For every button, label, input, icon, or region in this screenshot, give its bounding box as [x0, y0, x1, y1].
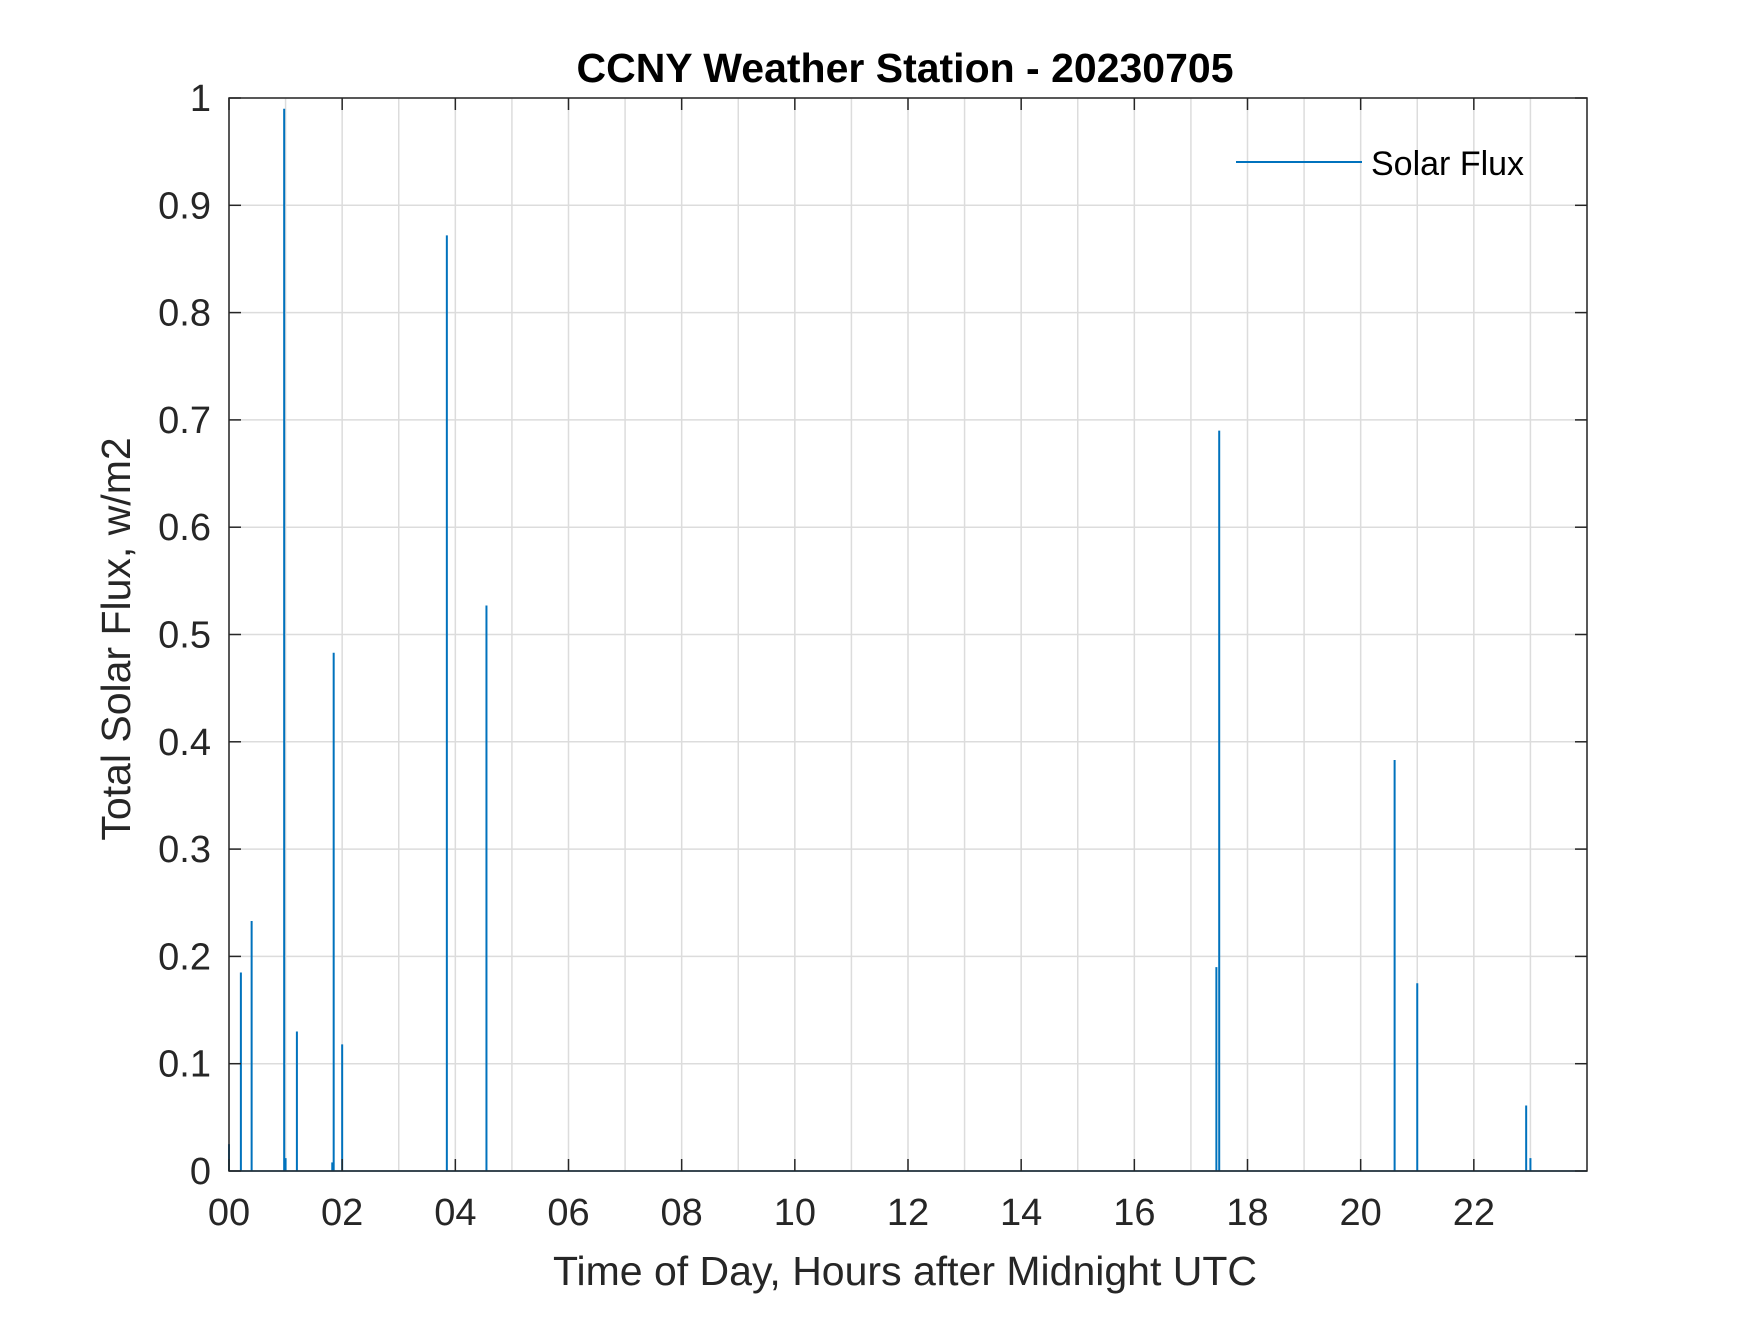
y-axis-label: Total Solar Flux, w/m2 — [93, 437, 139, 840]
x-tick-label: 08 — [661, 1192, 703, 1234]
x-tick-label: 00 — [208, 1192, 250, 1234]
y-tick-label: 0.4 — [158, 722, 211, 764]
y-tick-label: 0.1 — [158, 1044, 211, 1086]
y-tick-label: 0.8 — [158, 293, 211, 335]
x-tick-label: 04 — [434, 1192, 476, 1234]
x-tick-label: 14 — [1000, 1192, 1042, 1234]
x-tick-label: 18 — [1226, 1192, 1268, 1234]
grid-lines — [228, 97, 1588, 1172]
y-tick-label: 0.3 — [158, 829, 211, 871]
axis-ticks — [228, 97, 1587, 1172]
legend: Solar Flux — [1236, 145, 1524, 183]
y-tick-labels: 0 0.1 0.2 0.3 0.4 0.5 0.6 0.7 0.8 0.9 1 — [158, 78, 211, 1193]
x-tick-label: 10 — [774, 1192, 816, 1234]
x-tick-label: 12 — [887, 1192, 929, 1234]
y-tick-label: 0.9 — [158, 185, 211, 227]
legend-label-solar-flux: Solar Flux — [1371, 145, 1524, 183]
x-tick-label: 06 — [547, 1192, 589, 1234]
x-tick-label: 20 — [1340, 1192, 1382, 1234]
chart-title: CCNY Weather Station - 20230705 — [576, 45, 1233, 91]
x-tick-label: 02 — [321, 1192, 363, 1234]
y-tick-label: 0.7 — [158, 400, 211, 442]
y-tick-label: 0.5 — [158, 615, 211, 657]
y-tick-label: 0 — [190, 1151, 211, 1193]
x-axis-label: Time of Day, Hours after Midnight UTC — [553, 1248, 1257, 1294]
x-tick-label: 22 — [1453, 1192, 1495, 1234]
x-tick-label: 16 — [1113, 1192, 1155, 1234]
x-tick-labels: 00 02 04 06 08 10 12 14 16 18 20 22 — [208, 1192, 1495, 1234]
y-tick-label: 0.2 — [158, 936, 211, 978]
y-tick-label: 1 — [190, 78, 211, 120]
y-tick-label: 0.6 — [158, 507, 211, 549]
